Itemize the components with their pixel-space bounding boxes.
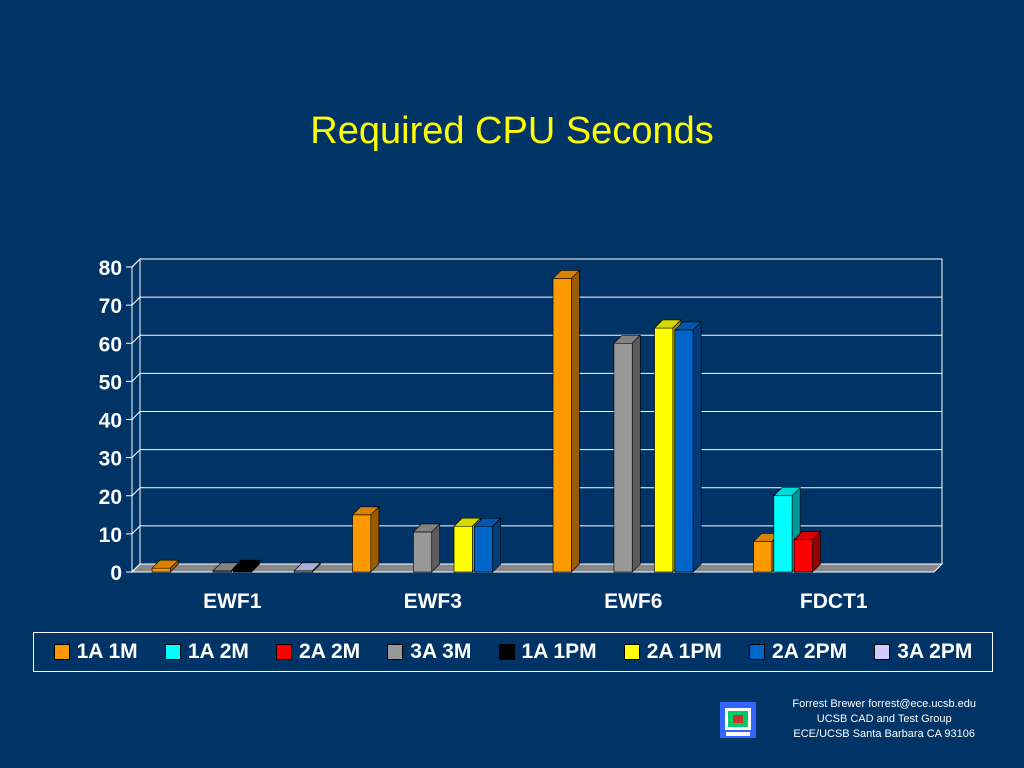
y-tick-label: 60 (99, 333, 122, 356)
legend-item: 1A 1PM (498, 640, 597, 664)
gridline-diagonal (131, 449, 141, 458)
bar-side (370, 506, 380, 573)
legend-swatch (387, 644, 404, 660)
legend-item: 2A 2PM (749, 640, 847, 664)
footer-line-3: ECE/UCSB Santa Barbara CA 93106 (793, 728, 976, 740)
slide-title: Required CPU Seconds (310, 110, 714, 152)
bar (654, 327, 674, 573)
gridline-diagonal (131, 487, 141, 497)
bar (753, 541, 773, 573)
x-tick-label: EWF1 (203, 590, 262, 613)
legend-item: 1A 2M (164, 640, 249, 664)
bar (453, 525, 473, 573)
y-tick-label: 40 (99, 410, 122, 433)
legend-label: 3A 3M (410, 640, 472, 663)
legend-item: 3A 3M (387, 640, 471, 664)
footer-line-2: UCSB CAD and Test Group (816, 713, 952, 725)
bar (413, 531, 433, 573)
legend-swatch (276, 644, 293, 660)
bar (232, 567, 252, 573)
legend-swatch (749, 644, 766, 660)
gridline-diagonal (131, 525, 141, 535)
legend-swatch (164, 644, 181, 660)
legend-swatch (498, 644, 515, 660)
bar-side (492, 517, 501, 573)
gridline-diagonal (131, 411, 141, 420)
bar (793, 539, 813, 573)
bar (613, 342, 633, 573)
bar (352, 514, 372, 573)
legend-item: 1A 1M (53, 640, 138, 664)
legend-item: 2A 1PM (623, 640, 722, 664)
gridline-diagonal (131, 373, 141, 382)
legend-label: 2A 2M (299, 640, 361, 663)
bar (552, 278, 572, 573)
bar (773, 495, 793, 573)
ucsb-logo-icon (720, 702, 756, 738)
bar-side (571, 269, 580, 573)
bar (674, 329, 694, 573)
y-tick-label: 70 (99, 295, 122, 318)
y-tick-label: 0 (110, 562, 122, 585)
x-tick-label: EWF6 (604, 590, 662, 613)
bar (474, 525, 493, 573)
y-tick-label: 10 (99, 524, 122, 547)
legend-label: 2A 1PM (646, 640, 722, 663)
legend-item: 2A 2M (276, 640, 360, 664)
legend-label: 1A 1M (76, 640, 138, 663)
legend-swatch (874, 644, 891, 660)
footer-credit: Forrest Brewer forrest@ece.ucsb.edu UCSB… (792, 697, 976, 742)
legend-label: 3A 2PM (897, 640, 973, 663)
bar-side (170, 559, 179, 573)
legend-label: 2A 2PM (772, 640, 848, 663)
gridline-diagonal (131, 258, 141, 268)
y-tick-label: 20 (99, 486, 122, 509)
x-tick-label: EWF3 (404, 590, 462, 613)
gridline-diagonal (131, 334, 141, 344)
bar (151, 567, 171, 573)
bar-side (431, 523, 441, 573)
gridline-diagonal (131, 296, 141, 306)
y-tick-label: 30 (99, 448, 122, 471)
y-tick-label: 80 (99, 257, 122, 280)
legend-swatch (623, 644, 640, 660)
bar-side (812, 530, 821, 573)
legend-label: 1A 1PM (521, 640, 597, 663)
x-tick-label: FDCT1 (800, 590, 868, 613)
legend-label: 1A 2M (187, 640, 249, 663)
legend-item: 3A 2PM (874, 640, 972, 664)
chart-legend: 1A 1M 1A 2M 2A 2M 3A 3M 1A 1PM 2A 1PM 2A 2PM 3A… (33, 632, 993, 672)
bar-side (692, 321, 702, 573)
bar-chart: 0 10 20 30 40 50 60 70 80 EWF1 EWF3 EWF6 FDCT1 (99, 257, 944, 613)
bar-side (312, 562, 321, 573)
bar-side (251, 559, 260, 573)
legend-swatch (53, 644, 70, 660)
y-tick-label: 50 (99, 371, 122, 394)
footer-line-1: Forrest Brewer forrest@ece.ucsb.edu (792, 698, 976, 710)
bar-side (631, 334, 641, 573)
